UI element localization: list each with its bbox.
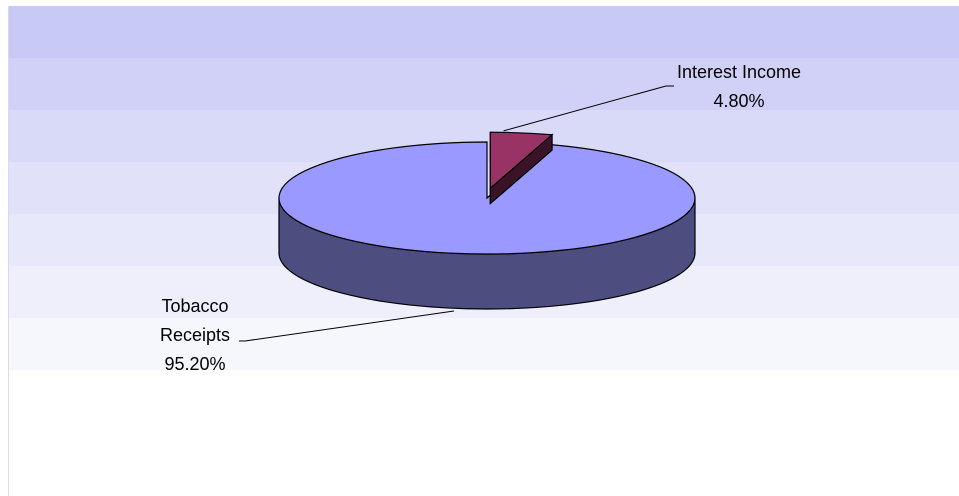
pie-chart: Interest Income 4.80% Tobacco Receipts 95.20… bbox=[9, 6, 959, 374]
chart-area: Interest Income 4.80% Tobacco Receipts 95.20… bbox=[8, 6, 959, 496]
background-band bbox=[9, 318, 959, 370]
pie-slice-top bbox=[278, 141, 696, 255]
pie-slice-top bbox=[489, 131, 554, 190]
slice-label-1: Tobacco Receipts 95.20% bbox=[160, 296, 455, 374]
leader-line bbox=[503, 85, 674, 132]
background-band bbox=[9, 58, 959, 110]
pie-3d bbox=[278, 131, 696, 310]
background-band bbox=[9, 6, 959, 58]
leader-line bbox=[239, 310, 455, 342]
slice-value-label: 95.20% bbox=[164, 354, 225, 374]
slice-value-label: 4.80% bbox=[713, 91, 764, 111]
pie-slice-1 bbox=[278, 141, 696, 310]
slice-labels: Interest Income 4.80% Tobacco Receipts 95.20… bbox=[160, 62, 801, 374]
slice-name-label: Receipts bbox=[160, 325, 230, 345]
slice-name-label: Tobacco bbox=[161, 296, 228, 316]
slice-name-label: Interest Income bbox=[677, 62, 801, 82]
slice-label-0: Interest Income 4.80% bbox=[503, 62, 801, 132]
pie-slice-0 bbox=[489, 131, 554, 205]
